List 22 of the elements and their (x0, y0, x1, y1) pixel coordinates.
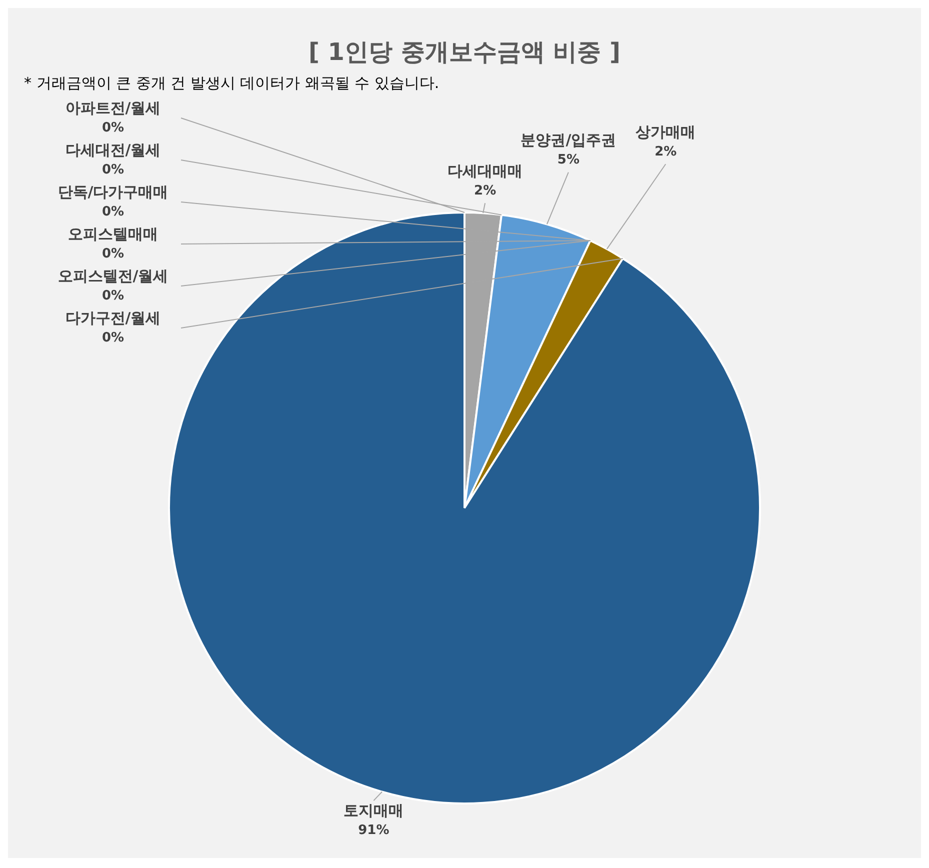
text: * 거래금액이 큰 중개 건 발생시 데이터가 왜곡될 수 있습니다. (24, 74, 440, 93)
text: 0% (102, 162, 124, 178)
slice-label: 상가매매 (636, 123, 696, 142)
data-label: 91% (358, 822, 390, 838)
text: 0% (102, 330, 124, 346)
slice-label: 분양권/입주권 (520, 131, 616, 150)
category-label: 다세대전/월세 (65, 140, 161, 159)
category-label: 단독/다가구매매 (58, 182, 168, 201)
text: 0% (102, 120, 124, 136)
category-label: 아파트전/월세 (65, 98, 161, 117)
data-label: 2% (474, 184, 496, 199)
category-label: 다가구전/월세 (65, 308, 161, 327)
category-label: 오피스텔전/월세 (58, 266, 168, 285)
text: 0% (102, 246, 124, 262)
category-label: 오피스텔매매 (68, 224, 158, 243)
slice-label: 다세대매매 (448, 162, 523, 180)
text: 0% (102, 288, 124, 304)
data-label: 5% (557, 152, 580, 168)
text: 0% (102, 204, 124, 220)
slice-label: 토지매매 (344, 801, 404, 820)
data-label: 2% (654, 144, 677, 160)
chart-title: [ 1인당 중개보수금액 비중 ] (307, 37, 622, 68)
